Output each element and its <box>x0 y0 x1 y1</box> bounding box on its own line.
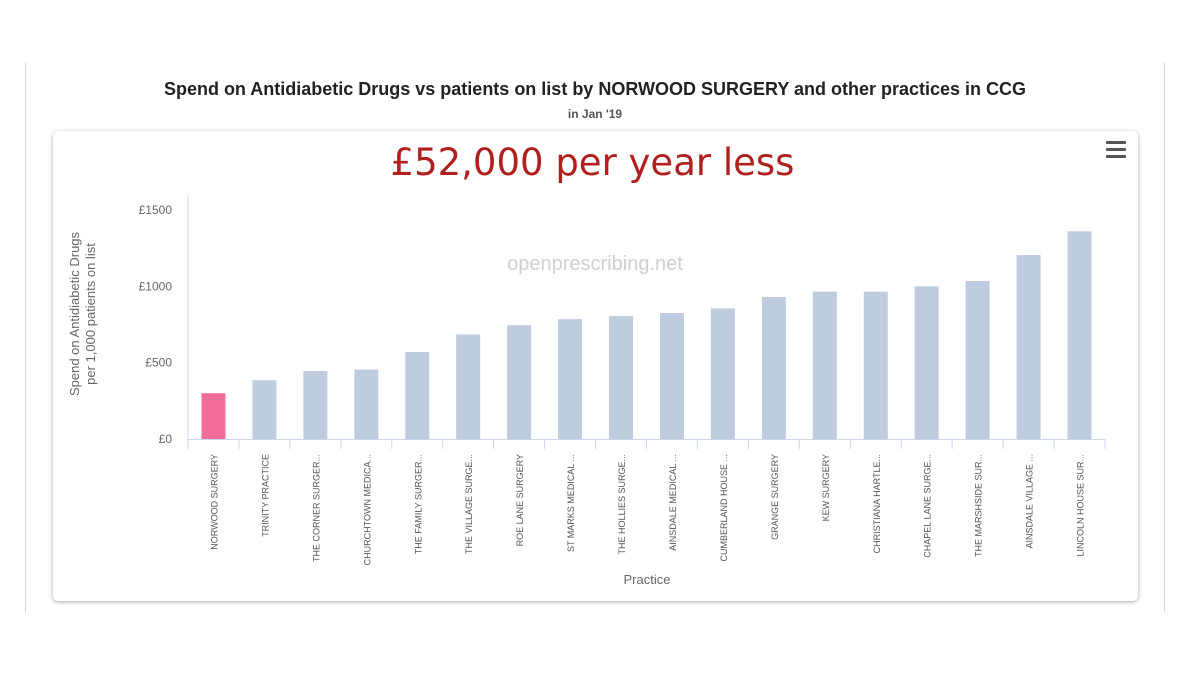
x-tick-label: NORWOOD SURGERY <box>209 454 219 550</box>
x-tick-label: CHURCHTOWN MEDICA... <box>362 454 372 565</box>
x-tick-label: AINSDALE VILLAGE ... <box>1025 454 1035 549</box>
x-tick-label: CUMBERLAND HOUSE ... <box>719 454 729 562</box>
x-tick-label: LINCOLN HOUSE SUR... <box>1076 454 1086 557</box>
bar <box>252 380 277 439</box>
x-tick-label: THE FAMILY SURGER... <box>413 454 423 554</box>
bar <box>1016 255 1041 439</box>
x-axis-title: Practice <box>624 572 671 587</box>
bar <box>761 297 786 439</box>
bar <box>965 280 990 439</box>
bar <box>914 286 939 439</box>
x-tick-label: THE CORNER SURGER... <box>311 454 321 562</box>
bar <box>507 325 532 439</box>
x-tick-label: CHAPEL LANE SURGE... <box>923 454 933 558</box>
chart-subtitle: in Jan '19 <box>567 107 623 121</box>
x-tick-label: THE HOLLIES SURGE... <box>617 454 627 555</box>
x-tick-label: KEW SURGERY <box>821 454 831 521</box>
x-tick-label: AINSDALE MEDICAL ... <box>668 454 678 551</box>
y-axis-title: Spend on Antidiabetic Drugsper 1,000 pat… <box>67 231 98 396</box>
bar <box>659 313 684 439</box>
x-tick-label: TRINITY PRACTICE <box>260 454 270 537</box>
x-tick-label: CHRISTIANA HARTLE... <box>872 454 882 553</box>
y-axis-title-line: per 1,000 patients on list <box>83 243 98 385</box>
bar <box>1067 231 1092 439</box>
watermark-text: openprescribing.net <box>507 253 683 275</box>
bar <box>201 393 226 439</box>
chart-panel <box>53 131 1138 601</box>
y-tick-label: £0 <box>159 432 173 446</box>
x-tick-label: ST MARKS MEDICAL ... <box>566 454 576 552</box>
y-tick-label: £1500 <box>139 203 173 217</box>
savings-callout: £52,000 per year less <box>390 141 795 184</box>
bar <box>354 369 379 439</box>
bar <box>456 334 481 439</box>
chart-menu-icon[interactable] <box>1106 141 1126 158</box>
bar <box>558 319 583 439</box>
x-tick-label: THE MARSHSIDE SUR... <box>974 454 984 557</box>
bar <box>405 351 430 439</box>
bar <box>863 291 888 439</box>
y-axis-title-line: Spend on Antidiabetic Drugs <box>67 231 82 396</box>
bar <box>812 291 837 439</box>
x-tick-label: ROE LANE SURGERY <box>515 454 525 546</box>
y-tick-label: £500 <box>145 356 172 370</box>
x-tick-label: GRANGE SURGERY <box>770 454 780 540</box>
x-tick-label: THE VILLAGE SURGE... <box>464 454 474 554</box>
bar <box>609 316 634 439</box>
bar <box>303 371 328 439</box>
bar <box>710 308 735 439</box>
slide-frame-right <box>1164 62 1165 612</box>
slide-frame-left <box>25 62 26 612</box>
y-tick-label: £1000 <box>139 279 173 293</box>
chart-title: Spend on Antidiabetic Drugs vs patients … <box>163 79 1027 99</box>
